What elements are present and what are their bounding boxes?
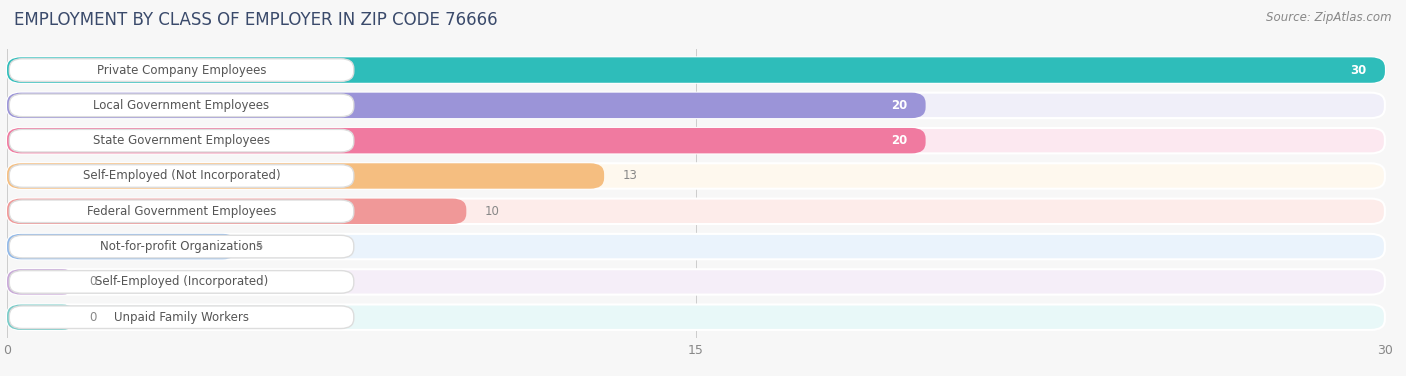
FancyBboxPatch shape [7, 128, 1385, 153]
Text: 10: 10 [485, 205, 499, 218]
FancyBboxPatch shape [7, 58, 1385, 83]
FancyBboxPatch shape [7, 269, 1385, 295]
FancyBboxPatch shape [7, 92, 1385, 118]
FancyBboxPatch shape [7, 305, 1385, 330]
FancyBboxPatch shape [10, 235, 354, 258]
Text: 5: 5 [254, 240, 263, 253]
FancyBboxPatch shape [10, 129, 354, 152]
Text: Source: ZipAtlas.com: Source: ZipAtlas.com [1267, 11, 1392, 24]
FancyBboxPatch shape [10, 200, 354, 223]
FancyBboxPatch shape [7, 234, 1385, 259]
Text: EMPLOYMENT BY CLASS OF EMPLOYER IN ZIP CODE 76666: EMPLOYMENT BY CLASS OF EMPLOYER IN ZIP C… [14, 11, 498, 29]
Text: 0: 0 [90, 311, 97, 324]
Text: Not-for-profit Organizations: Not-for-profit Organizations [100, 240, 263, 253]
Text: 20: 20 [891, 99, 907, 112]
Text: Private Company Employees: Private Company Employees [97, 64, 266, 77]
FancyBboxPatch shape [10, 306, 354, 329]
FancyBboxPatch shape [10, 165, 354, 187]
FancyBboxPatch shape [7, 163, 605, 189]
FancyBboxPatch shape [7, 234, 236, 259]
FancyBboxPatch shape [7, 305, 76, 330]
Text: 20: 20 [891, 134, 907, 147]
Text: Unpaid Family Workers: Unpaid Family Workers [114, 311, 249, 324]
FancyBboxPatch shape [7, 199, 467, 224]
Text: 30: 30 [1350, 64, 1367, 77]
FancyBboxPatch shape [7, 92, 925, 118]
Text: Self-Employed (Incorporated): Self-Employed (Incorporated) [96, 275, 269, 288]
FancyBboxPatch shape [7, 269, 76, 295]
FancyBboxPatch shape [10, 59, 354, 81]
Text: State Government Employees: State Government Employees [93, 134, 270, 147]
Text: Federal Government Employees: Federal Government Employees [87, 205, 276, 218]
FancyBboxPatch shape [10, 271, 354, 293]
Text: 0: 0 [90, 275, 97, 288]
FancyBboxPatch shape [7, 58, 1385, 83]
Text: 13: 13 [623, 170, 637, 182]
FancyBboxPatch shape [10, 94, 354, 117]
FancyBboxPatch shape [7, 163, 1385, 189]
FancyBboxPatch shape [7, 128, 925, 153]
Text: Local Government Employees: Local Government Employees [93, 99, 270, 112]
Text: Self-Employed (Not Incorporated): Self-Employed (Not Incorporated) [83, 170, 280, 182]
FancyBboxPatch shape [7, 199, 1385, 224]
